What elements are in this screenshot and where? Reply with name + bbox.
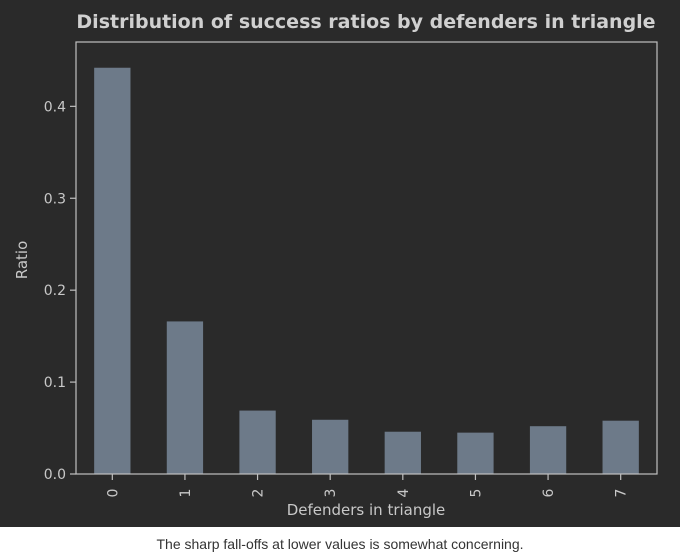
bar <box>384 431 421 474</box>
y-tick-label: 0.0 <box>44 467 66 483</box>
bar-chart: Distribution of success ratios by defend… <box>13 11 658 519</box>
bar <box>312 419 349 474</box>
y-tick-label: 0.1 <box>44 375 66 391</box>
chart-figure: Distribution of success ratios by defend… <box>0 0 680 527</box>
x-tick-label: 5 <box>468 489 484 498</box>
y-tick-label: 0.3 <box>44 191 66 207</box>
y-tick-label: 0.2 <box>44 283 66 299</box>
x-axis-label: Defenders in triangle <box>287 501 446 519</box>
figure-caption: The sharp fall-offs at lower values is s… <box>156 536 524 552</box>
bar <box>166 321 204 474</box>
bar <box>602 420 639 474</box>
x-tick-label: 0 <box>105 489 121 498</box>
x-tick-label: 1 <box>178 489 194 498</box>
bar <box>457 432 494 474</box>
bar <box>239 410 276 474</box>
x-tick-label: 6 <box>541 488 557 497</box>
x-tick-label: 3 <box>323 489 339 498</box>
chart-title: Distribution of success ratios by defend… <box>76 11 655 33</box>
plot-area: 0.0 0.1 0.2 0.3 0.4 0 1 2 3 4 5 6 7 <box>44 41 658 498</box>
y-axis-label: Ratio <box>13 241 31 280</box>
axes-frame <box>75 41 658 475</box>
x-tick-label: 7 <box>614 489 630 498</box>
x-tick-label: 2 <box>251 489 267 498</box>
bar <box>529 426 567 474</box>
x-tick-label: 4 <box>396 488 412 497</box>
y-tick-label: 0.4 <box>44 99 66 115</box>
bar <box>94 67 131 475</box>
